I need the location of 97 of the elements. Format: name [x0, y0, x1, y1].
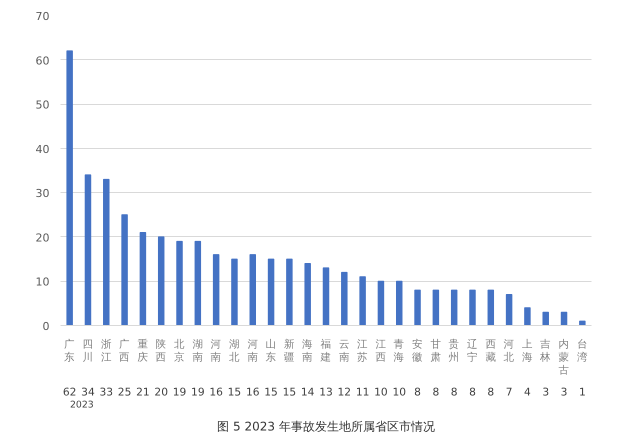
x-tick-label: 江西 [375, 338, 386, 364]
y-tick-label: 0 [42, 320, 50, 333]
bar [506, 294, 512, 326]
data-label: 34 [81, 386, 95, 398]
x-tick-label: 河北 [504, 338, 515, 364]
bar [414, 290, 421, 326]
x-tick-label: 上海 [522, 338, 533, 364]
data-label: 13 [319, 386, 333, 398]
data-label: 14 [300, 386, 315, 398]
x-tick-label: 北京 [174, 338, 186, 364]
bar [286, 258, 293, 326]
data-label: 8 [432, 386, 440, 398]
x-tick-label: 福建 [320, 338, 332, 364]
x-tick-label: 四川 [82, 338, 94, 364]
y-tick-label: 50 [36, 98, 50, 112]
bar [250, 254, 256, 326]
x-tick-label: 重庆 [137, 338, 148, 364]
data-label: 15 [264, 386, 278, 398]
x-tick-label: 甘肃 [430, 338, 442, 364]
x-tick-label: 浙江 [100, 338, 112, 364]
bar [322, 267, 330, 326]
bar [158, 236, 164, 326]
text: 图 5 2023 年事故发生地所属省区市情况 [217, 420, 435, 434]
y-tick-label: 20 [36, 231, 50, 244]
x-tick-label: 陕西 [156, 338, 167, 364]
data-label: 15 [282, 386, 296, 398]
data-label: 8 [487, 386, 494, 398]
bar [579, 320, 586, 326]
bar [396, 280, 402, 326]
y-tick-label: 40 [36, 142, 50, 156]
x-tick-label: 西藏 [485, 338, 496, 364]
data-label: 21 [136, 386, 150, 398]
bar [212, 254, 220, 326]
x-tick-label: 安徽 [412, 338, 424, 364]
bar [450, 290, 458, 326]
bar [469, 290, 476, 326]
x-tick-label: 河南 [247, 338, 258, 364]
data-label: 4 [524, 386, 532, 398]
x-tick-label: 海南 [302, 338, 314, 364]
x-tick-label: 吉林 [539, 338, 552, 364]
bar [103, 178, 110, 326]
data-label: 3 [542, 386, 550, 398]
x-tick-label: 山东 [266, 338, 277, 364]
x-tick-label: 河南 [210, 338, 222, 364]
data-label: 19 [191, 386, 205, 398]
bar [268, 258, 274, 326]
data-label: 15 [228, 386, 242, 398]
y-tick-label: 70 [36, 10, 50, 23]
data-label: 11 [356, 386, 370, 398]
data-label: 7 [506, 386, 512, 398]
y-tick-label: 30 [36, 187, 50, 200]
data-label: 20 [154, 386, 168, 398]
data-label: 8 [450, 386, 458, 398]
bar [194, 240, 202, 326]
x-tick-label: 江苏 [357, 338, 368, 364]
data-label: 62 [62, 386, 76, 398]
bar [560, 312, 568, 326]
x-tick-label: 湖北 [228, 338, 240, 364]
x-tick-label: 湖南 [192, 338, 204, 364]
bar [140, 232, 146, 326]
text: 2023 [70, 400, 94, 410]
bar [176, 240, 183, 326]
bar [121, 214, 128, 326]
x-tick-label: 广西 [119, 338, 130, 364]
bar [66, 50, 73, 326]
bar [359, 276, 366, 326]
data-label: 19 [172, 386, 187, 398]
x-tick-label: 台湾 [576, 338, 588, 364]
x-tick-label: 新疆 [284, 338, 295, 364]
x-tick-label: 青海 [394, 338, 405, 364]
data-label: 10 [374, 386, 388, 398]
data-label: 16 [209, 386, 224, 398]
x-tick-label: 辽宁 [466, 338, 478, 364]
data-label: 1 [578, 386, 586, 398]
x-tick-label: 云南 [338, 338, 350, 364]
data-label: 12 [338, 386, 352, 398]
data-label: 8 [469, 386, 476, 398]
data-label: 33 [99, 386, 114, 398]
data-label: 25 [118, 386, 132, 398]
bar [341, 272, 348, 326]
y-tick-label: 60 [36, 54, 50, 68]
y-tick-label: 10 [36, 276, 50, 289]
x-tick-label: 内蒙古 [558, 338, 570, 376]
bar [488, 290, 494, 326]
bar [231, 258, 238, 326]
bar [432, 290, 440, 326]
bar [378, 280, 384, 326]
data-label: 16 [246, 386, 260, 398]
data-label: 3 [560, 386, 568, 398]
data-label: 10 [392, 386, 406, 398]
data-label: 8 [414, 386, 422, 398]
bar [524, 307, 531, 326]
bar [542, 312, 549, 326]
bar [84, 174, 92, 326]
x-tick-label: 广东 [64, 338, 76, 364]
bar [304, 263, 311, 326]
x-tick-label: 贵州 [448, 338, 460, 364]
